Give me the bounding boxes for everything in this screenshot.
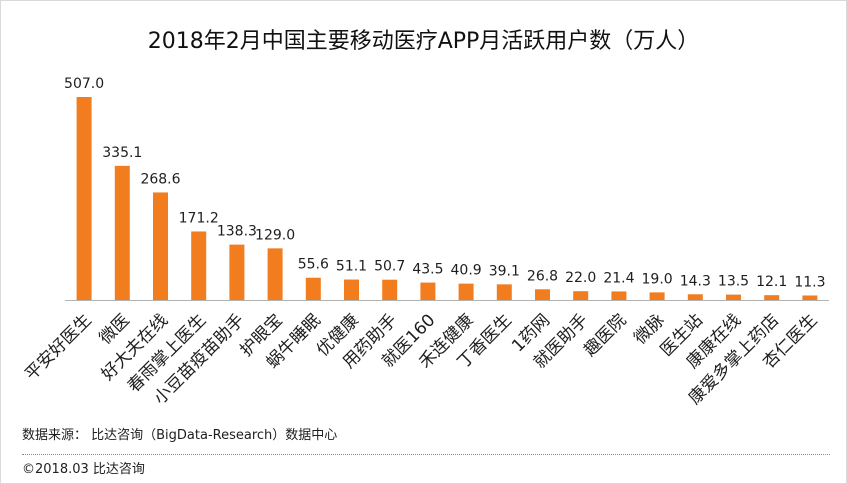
bar-17 bbox=[687, 294, 703, 300]
bar-11 bbox=[458, 283, 474, 300]
bar-6 bbox=[267, 248, 283, 300]
category-label-15: 趣医院 bbox=[580, 310, 630, 360]
bar-12 bbox=[496, 284, 512, 300]
bar-20 bbox=[802, 295, 818, 300]
value-label-7: 55.6 bbox=[298, 257, 329, 273]
value-label-10: 43.5 bbox=[412, 262, 443, 278]
category-label-1: 平安好医生 bbox=[21, 310, 95, 384]
bar-4 bbox=[191, 231, 207, 300]
bar-9 bbox=[382, 279, 398, 300]
value-label-11: 40.9 bbox=[451, 263, 482, 279]
bar-14 bbox=[573, 291, 589, 300]
value-label-17: 14.3 bbox=[680, 273, 711, 289]
data-source-note: 数据来源： 比达咨询（BigData-Research）数据中心 bbox=[22, 428, 338, 443]
bar-19 bbox=[764, 295, 780, 300]
value-label-6: 129.0 bbox=[255, 227, 295, 243]
value-label-8: 51.1 bbox=[336, 259, 367, 275]
value-label-9: 50.7 bbox=[374, 259, 405, 275]
value-label-19: 12.1 bbox=[756, 274, 787, 290]
bar-15 bbox=[611, 291, 627, 300]
value-label-18: 13.5 bbox=[718, 274, 749, 290]
bar-5 bbox=[229, 244, 245, 300]
value-label-12: 39.1 bbox=[489, 263, 520, 279]
category-axis-labels: 平安好医生 微医好大夫在线春雨掌上医生小豆苗疫苗助手护眼宝蜗牛睡眠优健康用药助手就… bbox=[21, 310, 821, 408]
value-label-16: 19.0 bbox=[642, 271, 673, 287]
footer-divider bbox=[22, 454, 830, 455]
copyright-text: ©2018.03 比达咨询 bbox=[22, 462, 145, 477]
value-label-13: 26.8 bbox=[527, 268, 558, 284]
bar-2 bbox=[114, 165, 130, 300]
value-label-1: 507.0 bbox=[64, 76, 104, 92]
value-label-2: 335.1 bbox=[102, 145, 142, 161]
bar-16 bbox=[649, 292, 665, 300]
bar-18 bbox=[726, 294, 741, 300]
value-label-14: 22.0 bbox=[565, 270, 596, 286]
bar-13 bbox=[535, 289, 550, 300]
value-label-20: 11.3 bbox=[794, 274, 825, 290]
bar-series bbox=[76, 97, 818, 300]
value-label-5: 138.3 bbox=[217, 224, 257, 240]
value-label-3: 268.6 bbox=[140, 171, 180, 187]
value-label-15: 21.4 bbox=[603, 270, 634, 286]
bar-7 bbox=[305, 277, 321, 300]
bar-8 bbox=[344, 279, 359, 300]
bar-10 bbox=[420, 282, 436, 300]
chart-title: 2018年2月中国主要移动医疗APP月活跃用户数（万人） bbox=[147, 29, 700, 54]
bar-3 bbox=[153, 192, 168, 300]
bar-1 bbox=[76, 97, 92, 300]
value-label-4: 171.2 bbox=[179, 210, 219, 226]
